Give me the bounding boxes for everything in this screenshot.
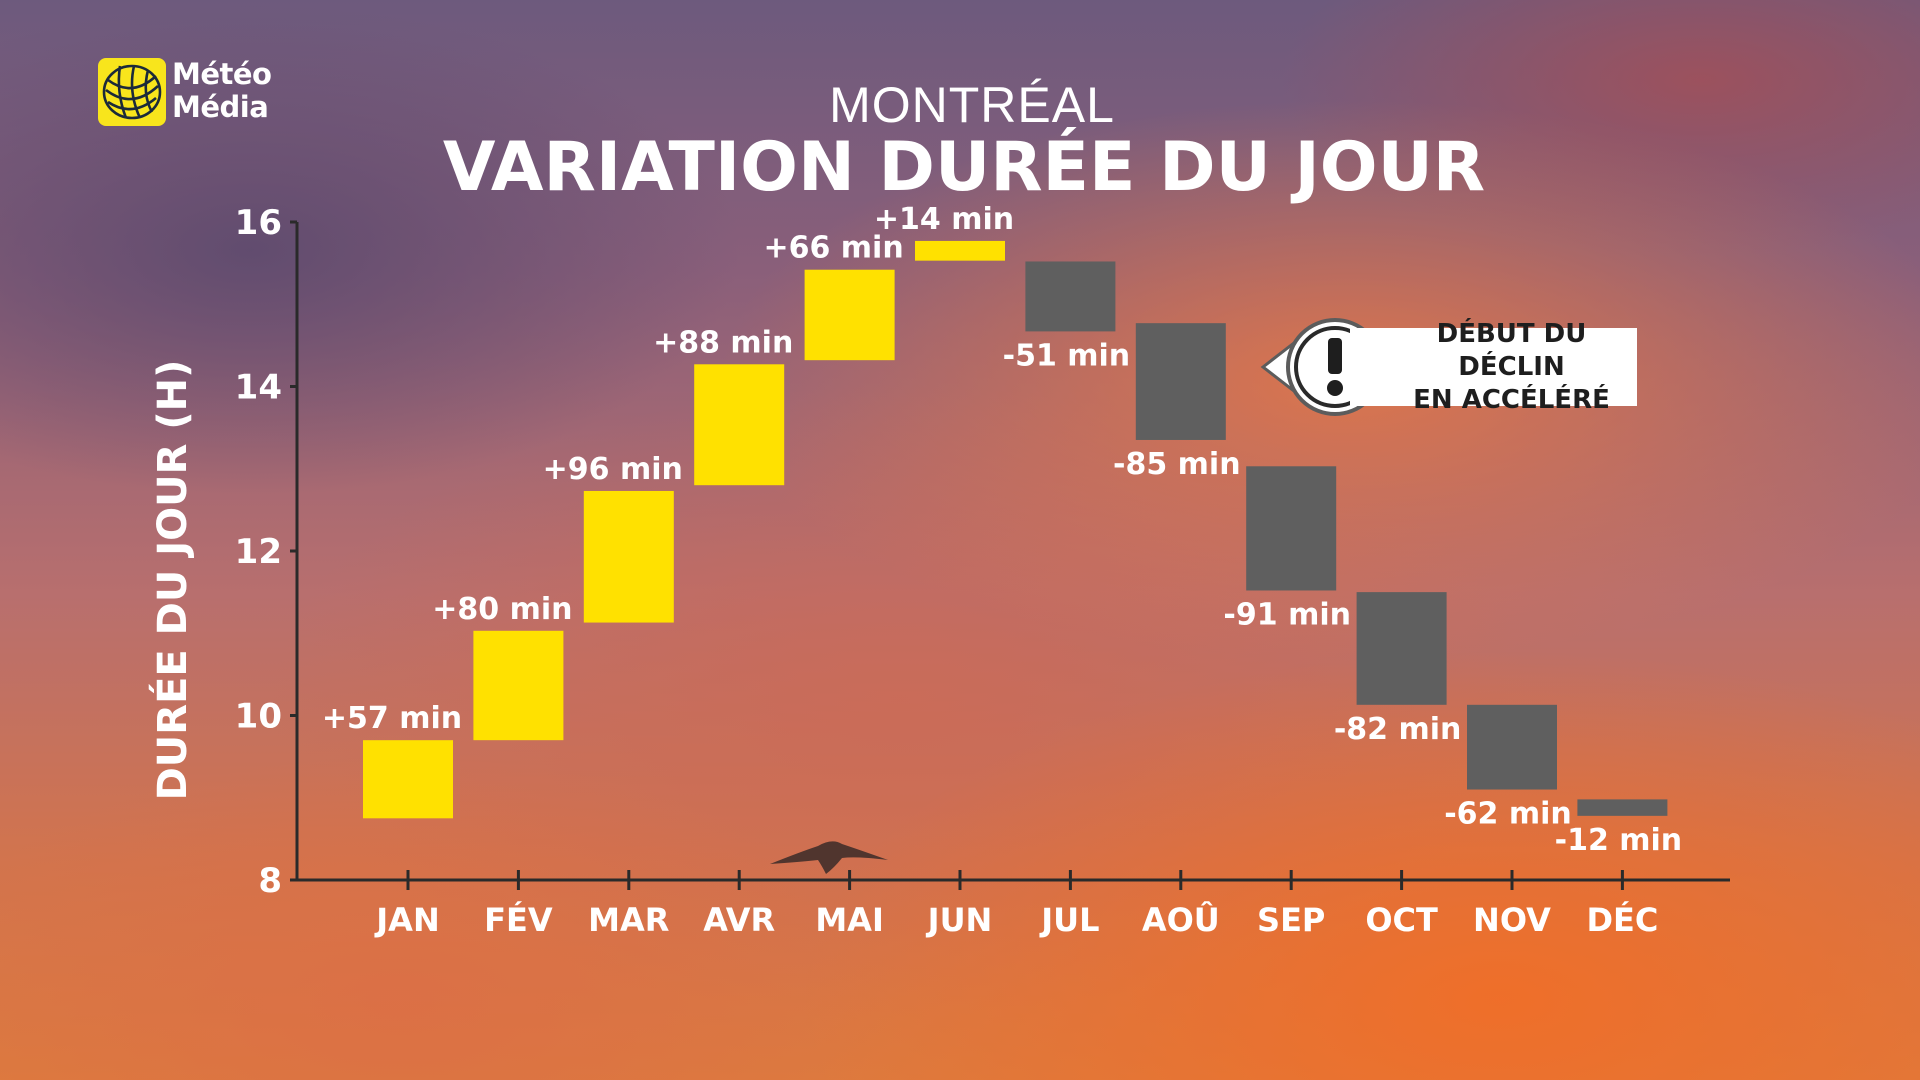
x-tick-label-fév: FÉV [484, 901, 553, 939]
x-tick-label-sep: SEP [1257, 901, 1325, 939]
y-tick-label: 12 [235, 532, 282, 572]
data-label-aoû: -85 min [1113, 447, 1241, 482]
x-tick-label-aoû: AOÛ [1142, 900, 1220, 939]
bar-mar [583, 490, 674, 623]
brand-line-2: Média [172, 90, 269, 124]
bar-avr [694, 364, 785, 486]
y-tick-label: 8 [258, 861, 282, 901]
callout-line-1: DÉBUT DU DÉCLIN [1436, 318, 1587, 382]
data-label-avr: +88 min [653, 325, 793, 360]
bird-silhouette [770, 841, 888, 874]
data-label-sep: -91 min [1223, 597, 1351, 632]
data-label-fév: +80 min [432, 592, 572, 627]
x-tick-label-oct: OCT [1365, 901, 1438, 939]
bar-mai [804, 269, 895, 361]
callout-line-2: EN ACCÉLÉRÉ [1413, 384, 1610, 415]
data-label-nov: -62 min [1444, 797, 1572, 832]
x-tick-label-jan: JAN [374, 901, 439, 939]
x-tick-label-nov: NOV [1473, 901, 1551, 939]
data-label-déc: -12 min [1555, 823, 1683, 858]
bar-nov [1467, 704, 1557, 790]
bar-jan [363, 740, 453, 819]
data-label-jul: -51 min [1003, 338, 1131, 373]
x-tick-label-mar: MAR [588, 901, 669, 939]
data-label-jun: +14 min [874, 202, 1014, 237]
bar-déc [1577, 799, 1668, 816]
brand-line-1: Météo [172, 57, 272, 91]
bar-jul [1025, 261, 1116, 332]
y-axis-label: DURÉE DU JOUR (H) [148, 360, 196, 801]
brand-name: Météo Média [172, 57, 272, 124]
x-tick-label-jun: JUN [926, 901, 993, 939]
x-tick-label-jul: JUL [1039, 901, 1099, 939]
bar-oct [1356, 592, 1447, 705]
bar-jun [915, 240, 1005, 261]
y-tick-label: 16 [235, 203, 282, 243]
x-tick-label-mai: MAI [815, 901, 884, 939]
chart-subtitle: VARIATION DURÉE DU JOUR [443, 127, 1485, 207]
chart-title: MONTRÉAL [829, 77, 1115, 133]
brand-logo-icon [98, 58, 166, 126]
x-tick-label-avr: AVR [703, 901, 775, 939]
data-label-oct: -82 min [1334, 712, 1462, 747]
callout-label: DÉBUT DU DÉCLIN EN ACCÉLÉRÉ [1350, 319, 1637, 415]
x-tick-label-déc: DÉC [1586, 901, 1658, 939]
data-label-mar: +96 min [543, 452, 683, 487]
y-tick-label: 14 [235, 368, 282, 408]
bar-aoû [1135, 323, 1226, 440]
bar-fév [473, 630, 564, 741]
data-label-mai: +66 min [763, 231, 903, 266]
data-label-jan: +57 min [322, 701, 462, 736]
y-tick-label: 10 [235, 697, 282, 737]
bar-sep [1246, 466, 1337, 591]
